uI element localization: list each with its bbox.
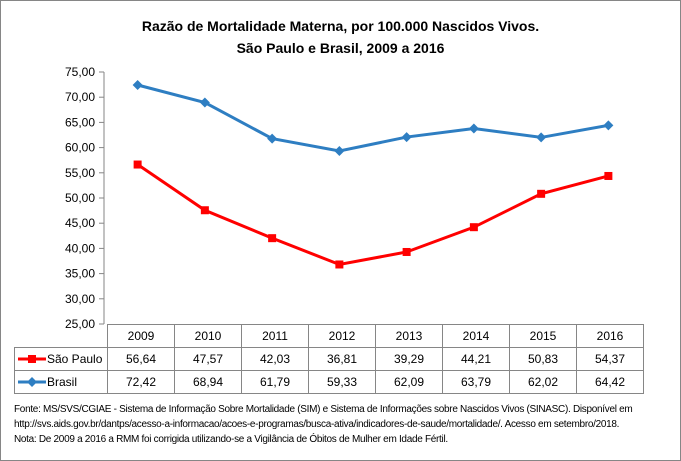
data-point [536,132,547,143]
data-point [200,206,209,215]
chart-title: Razão de Mortalidade Materna, por 100.00… [141,18,540,34]
table-header-year: 2015 [509,324,577,348]
table-cell-value: 64,42 [576,370,644,394]
data-point [268,234,277,243]
data-point [603,120,614,131]
y-tick-label: 75,00 [65,65,95,79]
table-header-year: 2013 [375,324,443,348]
legend-marker-icon [18,355,46,364]
y-tick-label: 30,00 [65,292,95,306]
footnote-source: Fonte: MS/SVS/CGIAE - Sistema de Informa… [14,404,633,415]
footnote-note: Nota: De 2009 a 2016 a RMM foi corrigida… [14,434,448,445]
data-point [604,171,613,180]
table-cell-value: 54,37 [576,347,644,371]
table-cell-value: 47,57 [174,347,242,371]
table-corner [14,324,108,348]
table-header-year: 2016 [576,324,644,348]
footnote-url: http://svs.aids.gov.br/dantps/acesso-a-i… [14,419,620,430]
data-point [401,132,412,143]
series-line-sao-paulo [136,163,609,267]
table-cell-value: 44,21 [442,347,510,371]
y-tick-label: 60,00 [65,141,95,155]
table-header-year: 2009 [107,324,175,348]
legend-key: Brasil [14,370,108,394]
data-point [468,123,479,134]
data-point [199,97,210,108]
data-point [334,145,345,156]
y-tick-label: 45,00 [65,216,95,230]
table-cell-value: 50,83 [509,347,577,371]
y-tick-label: 65,00 [65,115,95,129]
table-header-year: 2014 [442,324,510,348]
table-cell-value: 72,42 [107,370,175,394]
y-tick-label: 55,00 [65,166,95,180]
table-cell-value: 56,64 [107,347,175,371]
data-point [133,160,142,169]
data-point [402,247,411,256]
legend-marker-icon [18,377,46,388]
data-point [132,80,143,91]
table-cell-value: 62,09 [375,370,443,394]
legend-key: São Paulo [14,347,108,371]
table-header-year: 2012 [308,324,376,348]
table-cell-value: 59,33 [308,370,376,394]
data-table: 2009 2010 2011 2012 2013 2014 2015 2016 São Pau… [14,324,644,394]
y-tick-label: 40,00 [65,241,95,255]
table-cell-value: 61,79 [241,370,309,394]
y-tick-label: 50,00 [65,191,95,205]
table-header-year: 2011 [241,324,309,348]
y-tick-label: 70,00 [65,90,95,104]
table-cell-value: 42,03 [241,347,309,371]
data-point [267,133,278,144]
data-point [537,189,546,198]
table-cell-value: 68,94 [174,370,242,394]
data-point [469,223,478,232]
data-point [335,260,344,269]
table-cell-value: 36,81 [308,347,376,371]
legend-label: São Paulo [47,351,103,366]
chart-subtitle: São Paulo e Brasil, 2009 a 2016 [236,40,445,56]
y-tick-label: 35,00 [65,267,95,281]
table-cell-value: 63,79 [442,370,510,394]
legend-label: Brasil [47,374,78,389]
series-line-brasil [137,83,609,153]
table-header-year: 2010 [174,324,242,348]
table-cell-value: 62,02 [509,370,577,394]
table-cell-value: 39,29 [375,347,443,371]
